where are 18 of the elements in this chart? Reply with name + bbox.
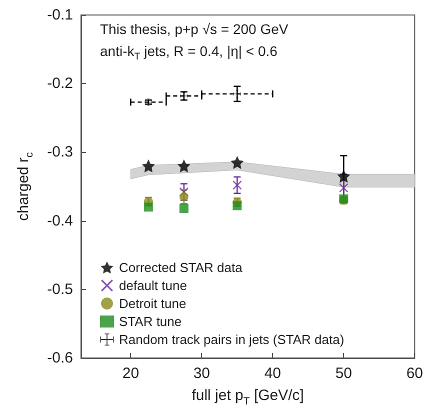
x-tick-label: 50 (335, 365, 352, 382)
y-tick-label: -0.4 (47, 212, 73, 230)
x-tick-label: 40 (264, 365, 282, 382)
x-tick-label: 20 (122, 365, 140, 382)
legend-label: Random track pairs in jets (STAR data) (119, 332, 344, 347)
legend-label: default tune (119, 278, 187, 293)
legend-label: Detroit tune (119, 296, 186, 311)
legend-label: STAR tune (119, 314, 182, 329)
y-tick-label: -0.1 (47, 6, 73, 24)
y-axis-title: charged rc (15, 152, 36, 221)
x-tick-label: 30 (193, 365, 210, 382)
legend-label: Corrected STAR data (119, 260, 244, 275)
y-tick-label: -0.6 (47, 350, 73, 366)
annotation: This thesis, p+p √s = 200 GeV (100, 21, 289, 37)
x-tick-label: 60 (406, 365, 423, 382)
y-tick-label: -0.5 (47, 280, 73, 298)
y-tick-label: -0.3 (47, 144, 73, 161)
y-tick-label: -0.2 (47, 75, 73, 92)
